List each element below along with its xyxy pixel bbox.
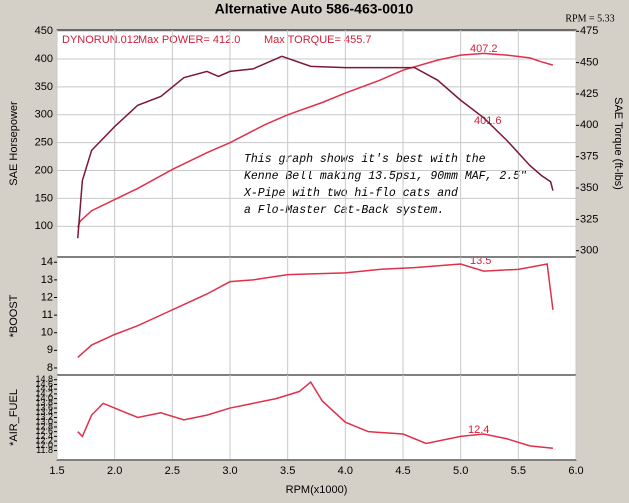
x-tick-label: 4.5: [395, 465, 410, 477]
y2-tick-label: 350: [580, 182, 598, 194]
y2-tick-label: 300: [580, 245, 598, 257]
y-tick-label: 12.8: [35, 421, 53, 431]
y-tick-label: 13.4: [35, 407, 53, 417]
y2-tick-label: 325: [580, 213, 598, 225]
y2-tick-label: 475: [580, 25, 598, 37]
y-tick-label: 14.2: [35, 388, 53, 398]
y-tick-label: 14.0: [35, 393, 53, 403]
y-tick-label: 350: [35, 81, 53, 93]
x-tick-label: 6.0: [568, 465, 583, 477]
data-line: [77, 263, 554, 358]
note-line: Kenne Bell making 13.5psi, 90mm MAF, 2.5…: [244, 170, 527, 183]
y2-axis-label: SAE Torque (ft-lbs): [612, 97, 624, 190]
y2-tick-label: 400: [580, 119, 598, 131]
y-tick-label: 14.6: [35, 379, 53, 389]
y-tick-label: 13.2: [35, 412, 53, 422]
x-tick-label: 3.5: [280, 465, 295, 477]
y-tick-label: 13.8: [35, 398, 53, 408]
note-line: X-Pipe with two hi-flo cats and: [243, 187, 458, 200]
data-line: [77, 52, 554, 228]
y-tick-label: 12: [41, 291, 53, 303]
y-axis-label: *AIR_FUEL: [8, 389, 20, 446]
plot-area: [56, 29, 577, 461]
data-line: [77, 380, 554, 449]
x-tick-label: 2.0: [107, 465, 122, 477]
y-tick-label: 250: [35, 137, 53, 149]
x-tick-label: 2.5: [165, 465, 180, 477]
cursor-readout: RPM = 5.33: [565, 13, 614, 24]
y-tick-label: 150: [35, 192, 53, 204]
run-name: DYNORUN.012: [62, 34, 139, 46]
y-tick-label: 100: [35, 220, 53, 232]
x-tick-label: 4.0: [338, 465, 353, 477]
y-tick-label: 14: [41, 256, 53, 268]
x-axis-label: RPM(x1000): [286, 484, 348, 496]
data-line: [77, 55, 554, 239]
readout: 12.4: [468, 424, 489, 436]
y-tick-label: 11.8: [36, 445, 53, 455]
y-tick-label: 13: [41, 274, 53, 286]
y-tick-label: 13.0: [35, 417, 53, 427]
y-tick-label: 11: [42, 309, 53, 321]
y-tick-label: 10: [41, 327, 53, 339]
y-tick-label: 14.8: [35, 374, 53, 384]
note-line: a Flo-Master Cat-Back system.: [244, 204, 444, 217]
y2-tick-label: 375: [580, 151, 598, 163]
y-axis-label: SAE Horsepower: [8, 101, 20, 186]
y-tick-label: 14.4: [35, 384, 53, 394]
x-tick-label: 3.0: [222, 465, 237, 477]
y-tick-label: 13.6: [35, 402, 53, 412]
y-tick-label: 400: [35, 53, 53, 65]
y-tick-label: 12.0: [35, 440, 53, 450]
x-tick-label: 5.5: [511, 465, 526, 477]
y2-tick-label: 425: [580, 88, 598, 100]
max-power: Max POWER= 412.0: [138, 34, 240, 46]
y-tick-label: 12.6: [35, 426, 53, 436]
y-tick-label: 9: [47, 344, 53, 356]
y-tick-label: 300: [35, 109, 53, 121]
y-tick-label: 450: [35, 25, 53, 37]
y-tick-label: 8: [47, 362, 53, 374]
readout: 407.2: [470, 43, 498, 55]
max-torque: Max TORQUE= 455.7: [264, 34, 372, 46]
y2-tick-label: 450: [580, 57, 598, 69]
note-line: This graph shows it's best with the: [244, 153, 486, 166]
y-axis-label: *BOOST: [8, 294, 20, 337]
x-tick-label: 1.5: [49, 465, 64, 477]
x-tick-label: 5.0: [453, 465, 468, 477]
chart-title: Alternative Auto 586-463-0010: [215, 1, 414, 17]
y-tick-label: 200: [35, 164, 53, 176]
y-tick-label: 12.4: [35, 431, 53, 441]
y-tick-label: 12.2: [35, 435, 53, 445]
